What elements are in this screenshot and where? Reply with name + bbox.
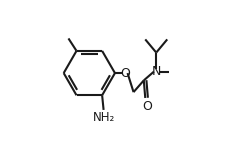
Text: NH₂: NH₂ bbox=[93, 111, 115, 124]
Text: O: O bbox=[142, 100, 152, 113]
Text: O: O bbox=[121, 67, 130, 79]
Text: N: N bbox=[152, 65, 161, 78]
